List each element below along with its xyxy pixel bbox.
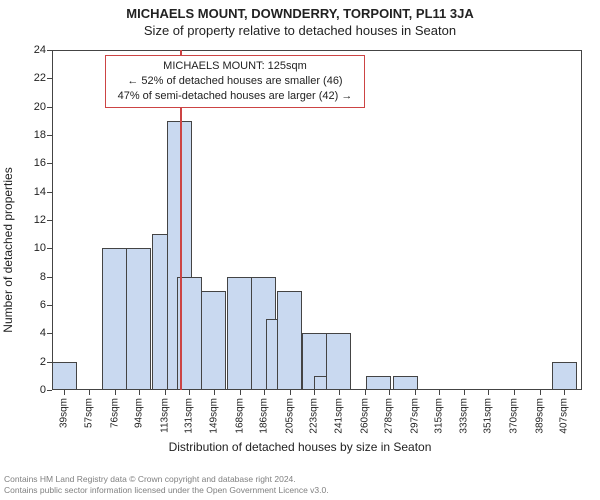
ytick-label: 20	[22, 101, 46, 113]
xtick-label: 94sqm	[133, 398, 144, 428]
xtick-mark	[139, 390, 140, 395]
annotation-line2: ← 52% of detached houses are smaller (46…	[112, 74, 358, 89]
xtick-mark	[64, 390, 65, 395]
histogram-bar	[102, 248, 127, 390]
histogram-bar	[201, 291, 226, 390]
xtick-mark	[290, 390, 291, 395]
annotation-line1: MICHAELS MOUNT: 125sqm	[112, 59, 358, 74]
ytick-mark	[47, 135, 52, 136]
xtick-mark	[189, 390, 190, 395]
xtick-label: 57sqm	[83, 398, 94, 428]
xtick-mark	[389, 390, 390, 395]
ytick-label: 18	[22, 129, 46, 141]
histogram-bar	[393, 376, 418, 390]
y-axis-label: Number of detached properties	[1, 167, 15, 332]
xtick-mark	[115, 390, 116, 395]
ytick-label: 10	[22, 242, 46, 254]
chart-title-main: MICHAELS MOUNT, DOWNDERRY, TORPOINT, PL1…	[0, 0, 600, 21]
xtick-mark	[464, 390, 465, 395]
footer-line2: Contains public sector information licen…	[4, 485, 596, 496]
xtick-label: 168sqm	[234, 398, 245, 434]
xtick-label: 113sqm	[159, 398, 170, 433]
chart-title-sub: Size of property relative to detached ho…	[0, 21, 600, 38]
ytick-mark	[47, 220, 52, 221]
ytick-label: 16	[22, 157, 46, 169]
ytick-mark	[47, 50, 52, 51]
ytick-mark	[47, 192, 52, 193]
x-axis-label: Distribution of detached houses by size …	[0, 440, 600, 454]
ytick-mark	[47, 78, 52, 79]
xtick-label: 186sqm	[259, 398, 270, 434]
xtick-mark	[240, 390, 241, 395]
annotation-line3: 47% of semi-detached houses are larger (…	[112, 89, 358, 104]
xtick-label: 297sqm	[409, 398, 420, 434]
histogram-bar	[126, 248, 151, 390]
ytick-label: 12	[22, 214, 46, 226]
xtick-mark	[488, 390, 489, 395]
xtick-mark	[564, 390, 565, 395]
histogram-bar	[227, 277, 252, 390]
ytick-label: 22	[22, 72, 46, 84]
xtick-label: 39sqm	[59, 398, 70, 428]
ytick-label: 8	[22, 271, 46, 283]
ytick-label: 0	[22, 384, 46, 396]
xtick-mark	[439, 390, 440, 395]
xtick-mark	[264, 390, 265, 395]
histogram-bar	[52, 362, 77, 390]
histogram-bar	[366, 376, 391, 390]
xtick-label: 131sqm	[184, 398, 195, 434]
xtick-label: 278sqm	[384, 398, 395, 434]
ytick-label: 14	[22, 186, 46, 198]
xtick-mark	[365, 390, 366, 395]
xtick-label: 149sqm	[208, 398, 219, 434]
histogram-bar	[277, 291, 302, 390]
ytick-mark	[47, 107, 52, 108]
xtick-label: 351sqm	[483, 398, 494, 434]
ytick-label: 24	[22, 44, 46, 56]
xtick-mark	[415, 390, 416, 395]
xtick-mark	[89, 390, 90, 395]
xtick-label: 407sqm	[559, 398, 570, 434]
xtick-label: 333sqm	[458, 398, 469, 434]
footer-line1: Contains HM Land Registry data © Crown c…	[4, 474, 596, 485]
ytick-label: 4	[22, 327, 46, 339]
ytick-mark	[47, 305, 52, 306]
footer-attribution: Contains HM Land Registry data © Crown c…	[4, 474, 596, 496]
ytick-mark	[47, 277, 52, 278]
xtick-mark	[214, 390, 215, 395]
ytick-mark	[47, 163, 52, 164]
ytick-mark	[47, 390, 52, 391]
ytick-mark	[47, 248, 52, 249]
xtick-mark	[314, 390, 315, 395]
xtick-mark	[339, 390, 340, 395]
xtick-label: 205sqm	[284, 398, 295, 434]
ytick-label: 2	[22, 356, 46, 368]
annotation-box: MICHAELS MOUNT: 125sqm ← 52% of detached…	[105, 55, 365, 108]
xtick-label: 260sqm	[359, 398, 370, 434]
xtick-label: 389sqm	[534, 398, 545, 434]
ytick-label: 6	[22, 299, 46, 311]
xtick-mark	[514, 390, 515, 395]
xtick-label: 315sqm	[434, 398, 445, 434]
histogram-bar	[326, 333, 351, 390]
xtick-mark	[540, 390, 541, 395]
histogram-bar	[552, 362, 577, 390]
xtick-label: 223sqm	[309, 398, 320, 434]
xtick-label: 241sqm	[333, 398, 344, 434]
xtick-mark	[165, 390, 166, 395]
xtick-label: 76sqm	[109, 398, 120, 428]
xtick-label: 370sqm	[509, 398, 520, 434]
ytick-mark	[47, 333, 52, 334]
